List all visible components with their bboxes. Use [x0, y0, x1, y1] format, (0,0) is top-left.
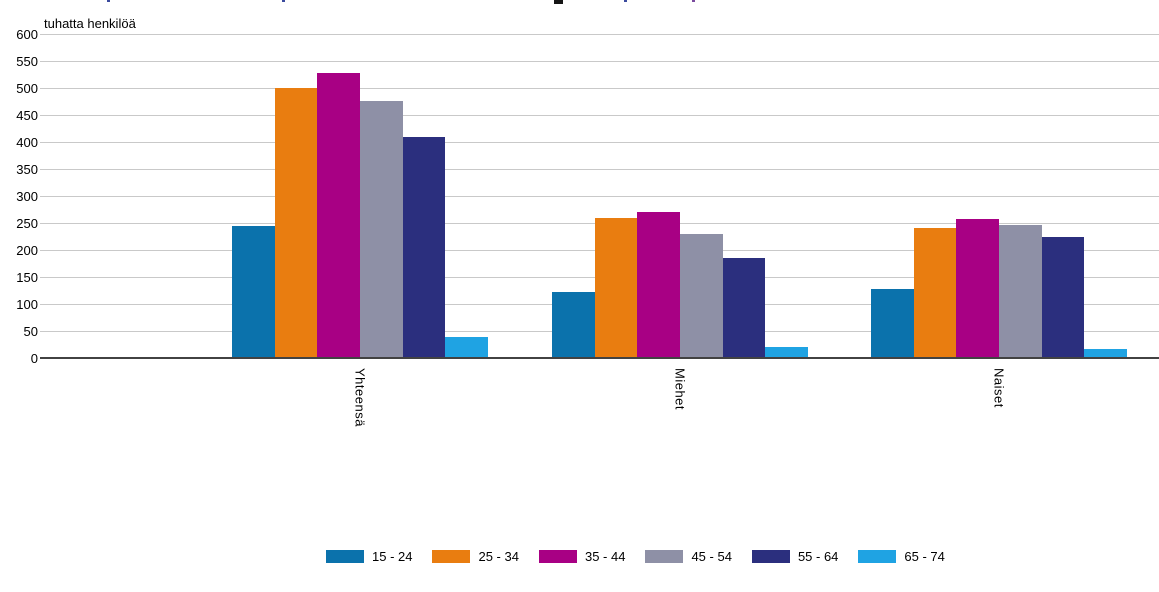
- y-tick-label: 300: [16, 189, 38, 204]
- y-axis-unit-label: tuhatta henkilöä: [44, 16, 136, 31]
- y-tick-label: 600: [16, 27, 38, 42]
- bar: [914, 228, 956, 358]
- bar: [275, 88, 317, 358]
- clipped-title-fragment: [282, 0, 285, 2]
- bar: [871, 289, 914, 358]
- clipped-title-fragment: [624, 0, 627, 2]
- legend-label: 15 - 24: [372, 549, 413, 564]
- legend-label: 35 - 44: [584, 549, 626, 564]
- legend-item: 15 - 24: [326, 549, 412, 564]
- x-axis-line: [40, 357, 1159, 359]
- y-tick-label: 0: [30, 351, 38, 366]
- gridline: [40, 88, 1159, 89]
- legend-label: 55 - 64: [797, 549, 839, 564]
- bar: [595, 218, 637, 358]
- bar: [403, 137, 445, 358]
- gridline: [40, 169, 1159, 170]
- gridline: [40, 34, 1159, 35]
- legend-item: 25 - 34: [432, 549, 519, 564]
- legend-item: 45 - 54: [645, 549, 732, 564]
- y-tick-label: 200: [16, 243, 38, 258]
- bar: [723, 258, 765, 358]
- bar: [765, 347, 808, 358]
- legend-swatch: [538, 550, 577, 563]
- gridline: [40, 61, 1159, 62]
- y-tick-label: 450: [16, 108, 38, 123]
- legend-item: 65 - 74: [858, 549, 945, 564]
- y-tick-label: 50: [23, 324, 38, 339]
- y-tick-label: 150: [16, 270, 38, 285]
- bar: [552, 292, 595, 358]
- legend-swatch: [645, 550, 684, 563]
- bar: [999, 225, 1042, 358]
- y-tick-label: 100: [16, 297, 38, 312]
- bar: [317, 73, 360, 358]
- legend: 15 - 24 25 - 34 35 - 44 45 - 54 55 - 64 65 - …: [326, 549, 945, 564]
- legend-item: 35 - 44: [538, 549, 626, 564]
- gridline: [40, 142, 1159, 143]
- gridline: [40, 196, 1159, 197]
- y-tick-label: 350: [16, 162, 38, 177]
- bar: [1042, 237, 1084, 358]
- gridline: [40, 115, 1159, 116]
- bar: [445, 337, 488, 358]
- category-label: Miehet: [672, 368, 688, 411]
- category-label: Yhteensä: [352, 368, 368, 427]
- legend-swatch: [326, 550, 364, 563]
- category-label: Naiset: [991, 368, 1007, 408]
- bar: [232, 226, 275, 358]
- legend-swatch: [858, 550, 897, 563]
- legend-item: 55 - 64: [751, 549, 839, 564]
- y-tick-label: 400: [16, 135, 38, 150]
- legend-label: 65 - 74: [904, 549, 945, 564]
- legend-label: 45 - 54: [691, 549, 732, 564]
- clipped-title-fragment: [692, 0, 695, 2]
- legend-swatch: [432, 550, 471, 563]
- bar: [956, 219, 999, 358]
- bar: [637, 212, 680, 358]
- y-tick-label: 550: [16, 54, 38, 69]
- bar: [1084, 349, 1127, 358]
- legend-swatch: [751, 550, 790, 563]
- y-tick-label: 250: [16, 216, 38, 231]
- y-tick-label: 500: [16, 81, 38, 96]
- legend-label: 25 - 34: [478, 549, 519, 564]
- clipped-title-fragment: [107, 0, 110, 2]
- clipped-title-fragment: [554, 0, 563, 4]
- bar: [680, 234, 723, 358]
- bar: [360, 101, 403, 358]
